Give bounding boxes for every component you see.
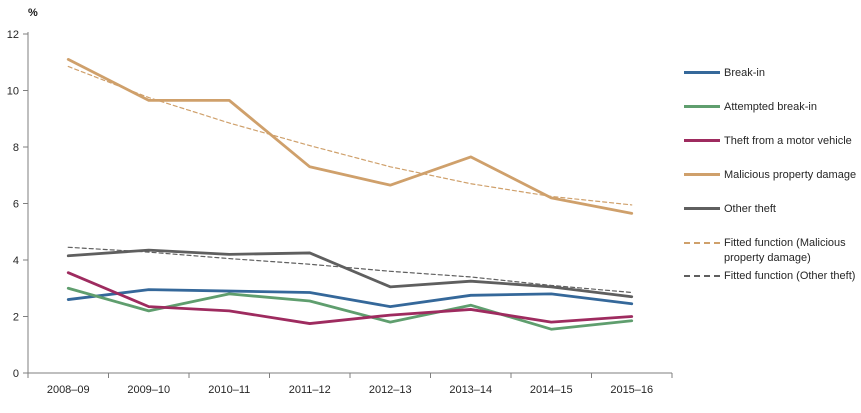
- series-line-theft-from-a-motor-vehicle: [66, 271, 634, 325]
- legend-label: Attempted break-in: [724, 101, 817, 113]
- series-line-fitted-function-other-theft: [67, 246, 633, 294]
- legend-label: Other theft: [724, 203, 776, 215]
- legend-item-other-theft: Other theft: [684, 202, 861, 217]
- series-line-other-theft: [66, 248, 634, 299]
- legend-item-fitted-function-malicious-property-damage: Fitted function (Malicious property dama…: [684, 236, 861, 266]
- legend-label: Malicious property damage: [724, 169, 857, 181]
- legend-item-malicious-property-damage: Malicious property damage: [684, 168, 861, 183]
- x-tick-label: 2014–15: [530, 384, 573, 396]
- legend-solid-line-swatch: [684, 105, 720, 108]
- legend-item-break-in: Break-in: [684, 66, 861, 81]
- legend-label: Fitted function (Other theft): [724, 270, 856, 282]
- x-tick-label: 2008–09: [47, 384, 90, 396]
- series-line-fitted-function-malicious-property-damage: [67, 65, 633, 206]
- legend: Break-in Attempted break-in Theft from a m…: [684, 66, 861, 284]
- legend-dashed-line-swatch: [684, 275, 720, 277]
- y-tick-label: 10: [7, 86, 19, 98]
- legend-label: Break-in: [724, 67, 765, 79]
- series-line-break-in: [66, 288, 634, 309]
- x-tick-label: 2013–14: [449, 384, 492, 396]
- legend-solid-line-swatch: [684, 71, 720, 74]
- y-axis-unit-label: %: [28, 7, 38, 19]
- legend-item-attempted-break-in: Attempted break-in: [684, 100, 861, 115]
- legend-label: Theft from a motor vehicle: [724, 135, 852, 147]
- x-tick-label: 2012–13: [369, 384, 412, 396]
- y-tick-label: 8: [13, 142, 19, 154]
- y-tick-label: 12: [7, 29, 19, 41]
- legend-item-fitted-function-other-theft: Fitted function (Other theft): [684, 269, 861, 284]
- series-line-malicious-property-damage: [66, 58, 634, 215]
- legend-dashed-line-swatch: [684, 242, 720, 244]
- y-tick-label: 2: [13, 312, 19, 324]
- x-tick-label: 2009–10: [127, 384, 170, 396]
- x-tick-label: 2010–11: [208, 384, 250, 396]
- legend-item-theft-from-a-motor-vehicle: Theft from a motor vehicle: [684, 134, 861, 149]
- legend-solid-line-swatch: [684, 139, 720, 142]
- y-tick-label: 4: [13, 255, 19, 267]
- x-tick-label: 2015–16: [610, 384, 653, 396]
- legend-solid-line-swatch: [684, 173, 720, 176]
- y-tick-label: 6: [13, 199, 19, 211]
- x-tick-label: 2011–12: [289, 384, 331, 396]
- legend-solid-line-swatch: [684, 207, 720, 210]
- legend-label: Fitted function (Malicious property dama…: [724, 237, 846, 264]
- y-tick-label: 0: [13, 368, 19, 380]
